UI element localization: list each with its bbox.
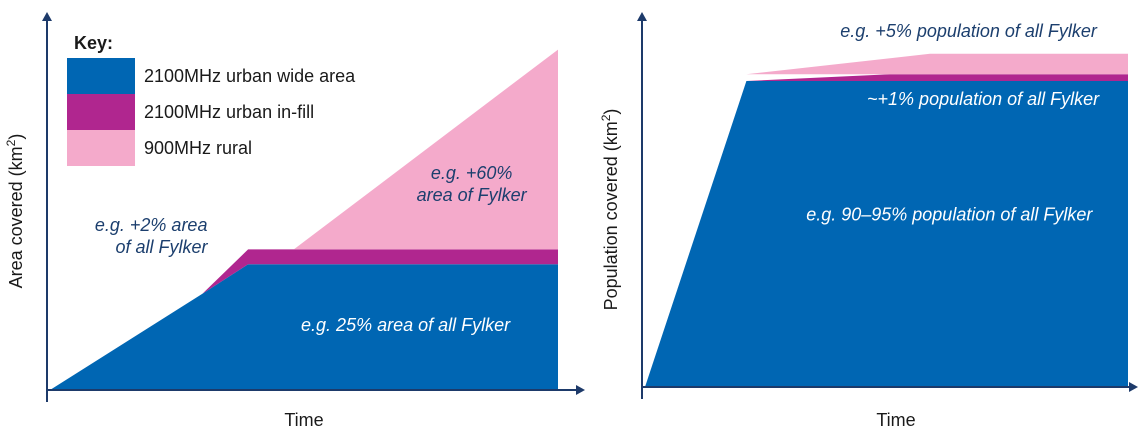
legend-swatch-1 (67, 58, 135, 94)
area-series-2 (202, 249, 558, 294)
y-axis-arrow-icon (637, 12, 647, 21)
annotation-1: e.g. +5% population of all Fylker (840, 21, 1098, 41)
area-series-2 (746, 74, 1128, 81)
area-series-3 (293, 49, 558, 250)
annotation-1: e.g. +2% area of all Fylker (95, 215, 209, 257)
annotation-2: ~+1% population of all Fylker (867, 89, 1100, 109)
x-axis-label: Time (284, 410, 323, 430)
area-series-1 (645, 81, 1128, 387)
x-axis-arrow-icon (1129, 382, 1138, 392)
legend-label-1: 2100MHz urban wide area (144, 66, 356, 86)
legend: Key: 2100MHz urban wide area 2100MHz urban… (67, 33, 356, 166)
area-series-1 (50, 264, 558, 390)
y-axis-label: Population covered (km2) (599, 109, 621, 311)
annotation-2: e.g. +60% area of Fylker (417, 163, 528, 205)
chart-panel-2: Time Population covered (km2) e.g. +5% pop… (599, 12, 1138, 430)
y-axis-label: Area covered (km2) (4, 134, 26, 289)
legend-label-2: 2100MHz urban in-fill (144, 102, 314, 122)
legend-label-3: 900MHz rural (144, 138, 252, 158)
legend-swatch-2 (67, 94, 135, 130)
annotation-3: e.g. 90–95% population of all Fylker (806, 204, 1093, 224)
legend-title: Key: (74, 33, 113, 53)
x-axis-label: Time (876, 410, 915, 430)
legend-swatch-3 (67, 130, 135, 166)
annotation-3: e.g. 25% area of all Fylker (301, 315, 511, 335)
x-axis-arrow-icon (576, 385, 585, 395)
y-axis-arrow-icon (42, 12, 52, 21)
chart-panel-1: Time Area covered (km2) e.g. +2% area of al… (4, 12, 585, 430)
area-series-3 (746, 53, 1128, 75)
